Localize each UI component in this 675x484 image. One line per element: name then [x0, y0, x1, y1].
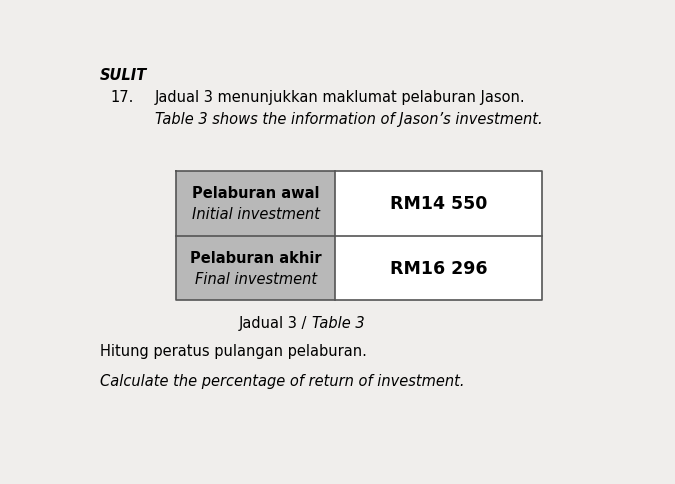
Text: Pelaburan akhir: Pelaburan akhir: [190, 250, 321, 265]
Text: Table 3 shows the information of Jason’s investment.: Table 3 shows the information of Jason’s…: [155, 112, 543, 127]
Text: Jadual 3 menunjukkan maklumat pelaburan Jason.: Jadual 3 menunjukkan maklumat pelaburan …: [155, 90, 526, 105]
Bar: [176, 172, 335, 236]
Text: Final investment: Final investment: [194, 271, 317, 286]
Text: Initial investment: Initial investment: [192, 207, 320, 222]
Text: RM16 296: RM16 296: [390, 259, 487, 277]
Text: SULIT: SULIT: [100, 67, 147, 82]
Bar: [176, 236, 335, 300]
Text: Table 3: Table 3: [312, 315, 365, 330]
Text: Jadual 3 /: Jadual 3 /: [239, 315, 312, 330]
Text: Hitung peratus pulangan pelaburan.: Hitung peratus pulangan pelaburan.: [100, 343, 367, 358]
Text: Pelaburan awal: Pelaburan awal: [192, 186, 319, 201]
Text: RM14 550: RM14 550: [390, 195, 487, 213]
Text: Calculate the percentage of return of investment.: Calculate the percentage of return of in…: [100, 373, 464, 388]
Bar: [335, 172, 542, 236]
Text: 17.: 17.: [111, 90, 134, 105]
Bar: [335, 236, 542, 300]
